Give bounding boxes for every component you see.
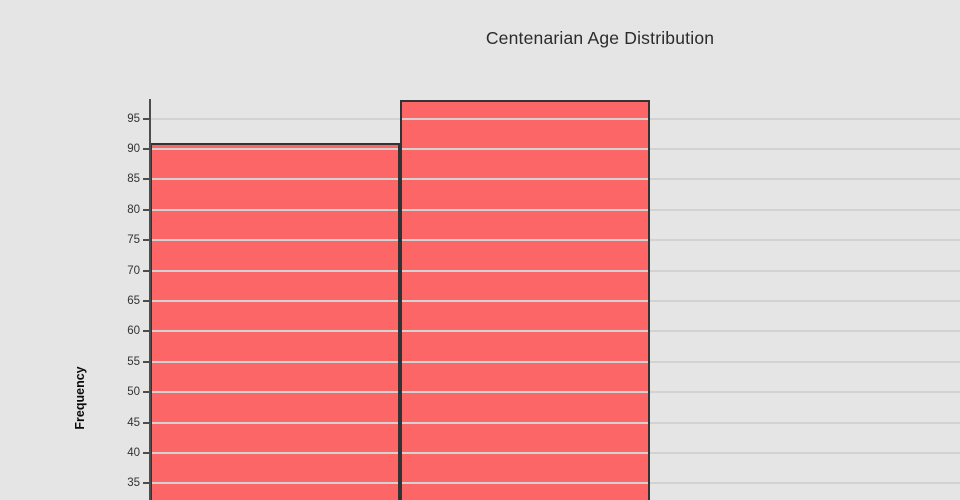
gridline — [150, 451, 960, 454]
y-tick-label: 55 — [127, 355, 140, 368]
y-tick-mark — [143, 117, 150, 120]
histogram-bar-border — [400, 100, 650, 500]
y-tick-label: 80 — [127, 203, 140, 216]
y-tick-mark — [143, 482, 150, 485]
y-tick-label: 75 — [127, 234, 140, 247]
y-tick-label: 60 — [127, 325, 140, 338]
y-tick-label: 90 — [127, 143, 140, 156]
gridline — [150, 239, 960, 242]
y-tick-mark — [143, 451, 150, 454]
y-tick-label: 35 — [127, 477, 140, 490]
y-axis-title: Frequency — [73, 366, 87, 430]
y-tick-mark — [143, 421, 150, 424]
y-tick-mark — [143, 208, 150, 211]
gridline — [150, 117, 960, 120]
gridline — [150, 178, 960, 181]
gridline — [150, 330, 960, 333]
gridline — [150, 391, 960, 394]
y-tick-label: 95 — [127, 112, 140, 125]
gridline — [150, 482, 960, 485]
y-tick-label: 50 — [127, 386, 140, 399]
gridline — [150, 148, 960, 151]
gridline — [150, 269, 960, 272]
gridline — [150, 208, 960, 211]
histogram-bar — [150, 143, 400, 500]
gridline — [150, 300, 960, 302]
gridline — [150, 360, 960, 363]
gridline — [150, 421, 960, 424]
y-tick-mark — [143, 269, 150, 272]
y-tick-mark — [143, 300, 150, 302]
chart-title: Centenarian Age Distribution — [485, 28, 715, 48]
y-tick-label: 65 — [127, 295, 140, 307]
y-tick-mark — [143, 391, 150, 394]
y-axis-line — [149, 99, 151, 500]
y-tick-mark — [143, 360, 150, 363]
y-tick-mark — [143, 330, 150, 333]
y-tick-label: 45 — [127, 416, 140, 429]
y-tick-mark — [143, 178, 150, 181]
y-tick-label: 40 — [127, 446, 140, 459]
y-tick-mark — [143, 239, 150, 242]
y-tick-label: 85 — [127, 173, 140, 186]
y-tick-mark — [143, 148, 150, 151]
y-tick-label: 70 — [127, 264, 140, 277]
histogram-bar-border — [150, 143, 400, 500]
